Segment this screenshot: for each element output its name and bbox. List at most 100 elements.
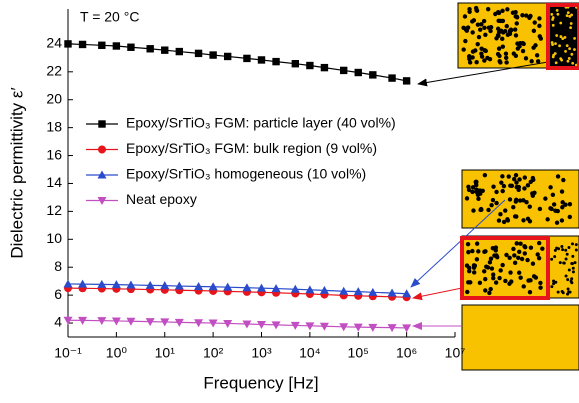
particle [494, 200, 499, 206]
particle [554, 61, 558, 65]
particle [537, 23, 542, 29]
arrow [410, 199, 506, 288]
particle [488, 256, 494, 261]
particle [522, 251, 527, 256]
legend-label: Epoxy/SrTiO₃ FGM: bulk region (9 vol%) [126, 140, 377, 156]
particle [505, 7, 510, 12]
particle [561, 248, 565, 252]
particle [569, 279, 573, 283]
particle [519, 256, 525, 262]
particle [573, 36, 576, 40]
particle [500, 262, 505, 268]
particle [553, 255, 557, 259]
marker [402, 77, 411, 85]
marker [272, 57, 280, 66]
marker [388, 74, 396, 82]
particle [514, 214, 519, 219]
particle [518, 275, 523, 280]
particle [550, 192, 556, 197]
particle [537, 206, 543, 212]
particle [536, 240, 542, 246]
marker [97, 317, 107, 326]
particle [508, 270, 513, 275]
particle [486, 207, 491, 213]
marker [127, 43, 135, 51]
marker [161, 46, 169, 54]
series-line [67, 43, 407, 82]
particle [483, 32, 488, 38]
marker [339, 323, 349, 332]
particle [571, 254, 575, 258]
marker [387, 288, 397, 297]
particle [561, 177, 566, 183]
marker [319, 322, 329, 331]
marker [271, 284, 281, 293]
particle [480, 188, 485, 193]
particle [498, 212, 503, 217]
marker [257, 283, 266, 292]
marker [208, 282, 218, 291]
particle [559, 21, 563, 25]
particle [567, 57, 571, 60]
particle [517, 249, 522, 255]
particle [570, 262, 574, 266]
particle [566, 11, 570, 15]
y-tick-label: 16 [46, 146, 62, 162]
particle [534, 53, 540, 58]
marker [208, 319, 218, 328]
particle [548, 185, 553, 190]
marker [175, 47, 184, 56]
x-tick-label: 10⁴ [299, 345, 321, 361]
particle [565, 252, 569, 256]
particle [475, 41, 480, 47]
particle [551, 202, 557, 207]
arrow [417, 61, 549, 87]
particle [493, 280, 499, 285]
marker [64, 40, 72, 48]
particle [527, 290, 533, 295]
particle [514, 197, 519, 202]
series-line [67, 287, 407, 298]
marker [78, 316, 88, 325]
particle [500, 30, 506, 35]
particle [509, 183, 515, 188]
particle [563, 202, 568, 207]
particle [470, 55, 475, 60]
marker [78, 279, 88, 288]
particle [508, 27, 514, 32]
marker [223, 319, 233, 328]
particle [571, 266, 575, 270]
y-tick-label: 14 [46, 174, 62, 190]
particle [561, 291, 565, 295]
particle [507, 197, 513, 202]
marker [223, 52, 232, 61]
particle [476, 34, 482, 40]
particle [468, 280, 473, 285]
particle [504, 23, 509, 29]
particle [568, 15, 572, 18]
particle [559, 218, 565, 223]
x-tick-label: 10⁷ [445, 345, 466, 361]
particle [540, 246, 545, 251]
particle [532, 20, 537, 25]
particle [500, 36, 505, 42]
particle [514, 241, 519, 246]
particle [528, 179, 533, 185]
particle [504, 252, 509, 258]
particle [472, 270, 477, 275]
particle [513, 33, 519, 38]
particle [501, 183, 507, 189]
particle [483, 288, 488, 293]
particle [482, 269, 487, 274]
particle [573, 261, 577, 265]
particle [569, 22, 573, 25]
marker [223, 282, 233, 291]
y-tick-label: 24 [46, 35, 62, 51]
particle [501, 219, 507, 225]
particle [503, 208, 508, 213]
particle [471, 18, 477, 23]
marker [194, 281, 204, 290]
particle [555, 174, 561, 179]
marker [257, 320, 266, 329]
particle [470, 49, 476, 54]
